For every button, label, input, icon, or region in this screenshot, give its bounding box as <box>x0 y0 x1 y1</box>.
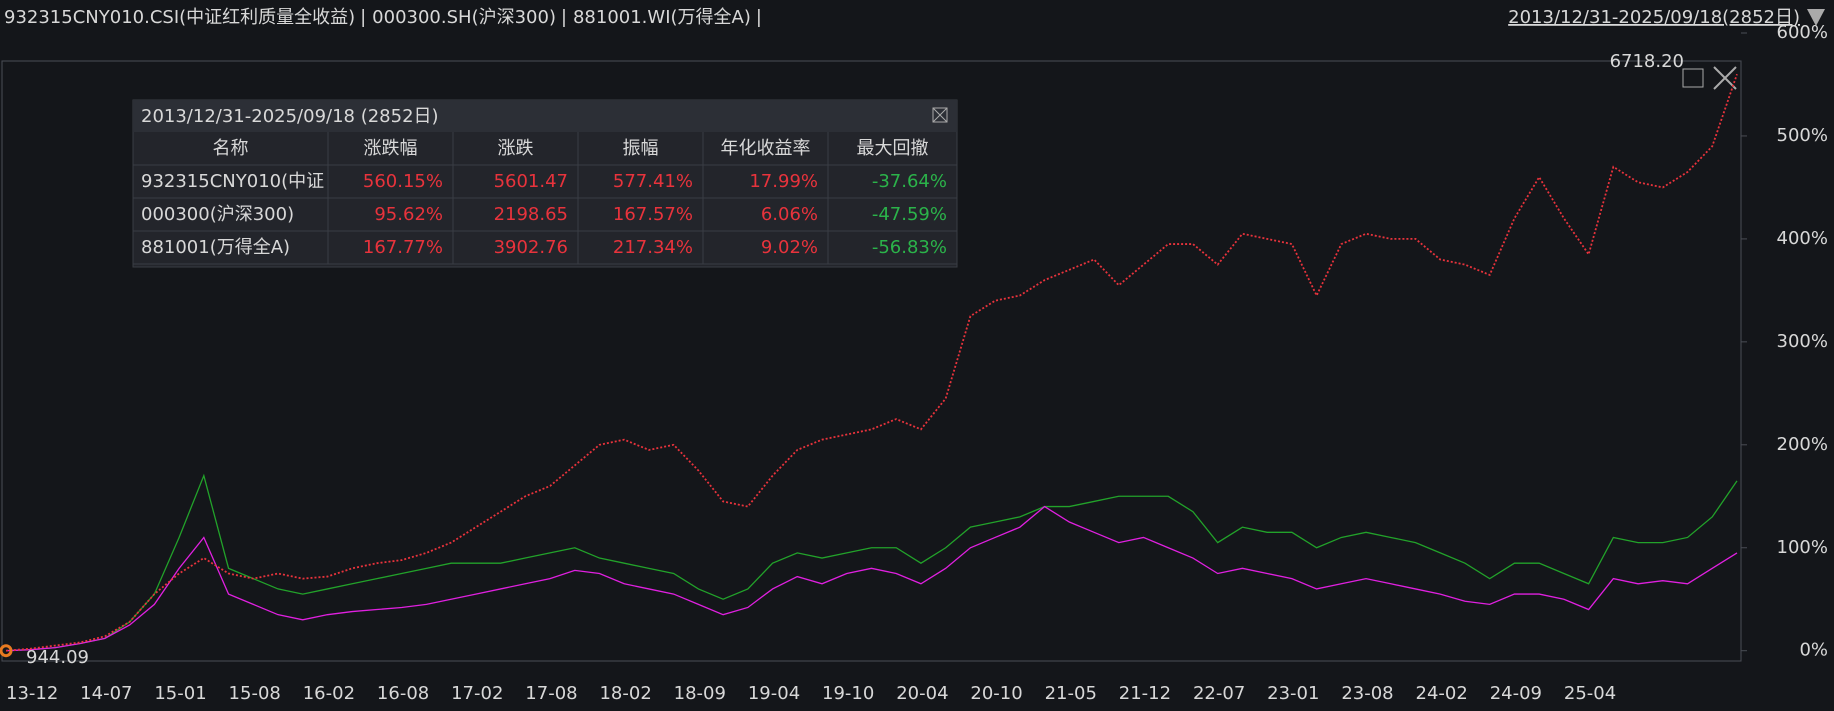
table-cell: 577.41% <box>613 171 693 192</box>
x-tick-label: 17-02 <box>451 683 503 704</box>
dropdown-arrow[interactable] <box>1807 9 1825 26</box>
x-tick-label: 21-12 <box>1119 683 1171 704</box>
table-cell: 217.34% <box>613 237 693 258</box>
table-close[interactable] <box>932 107 948 123</box>
column-header: 涨跌 <box>498 138 534 159</box>
range-label[interactable]: 2013/12/31-2025/09/18(2852日) <box>1508 7 1800 28</box>
column-header: 涨跌幅 <box>364 138 418 159</box>
column-header: 振幅 <box>623 138 659 159</box>
row-name: 881001(万得全A) <box>141 237 290 258</box>
y-tick-label: 0% <box>1799 640 1828 661</box>
table-cell: -37.64% <box>872 171 947 192</box>
table-cell: 560.15% <box>363 171 443 192</box>
x-tick-label: 22-07 <box>1193 683 1245 704</box>
table-close-x <box>932 107 948 123</box>
start-label: 944.09 <box>26 647 89 668</box>
table-cell: -47.59% <box>872 204 947 225</box>
legend-entry[interactable]: 932315CNY010.CSI(中证红利质量全收益) <box>4 7 355 28</box>
table-cell: 167.57% <box>613 204 693 225</box>
y-tick-label: 200% <box>1777 434 1828 455</box>
table-cell: 3902.76 <box>494 237 568 258</box>
row-name: 000300(沪深300) <box>141 204 294 225</box>
column-header: 最大回撤 <box>857 138 929 159</box>
column-header: 名称 <box>213 138 249 159</box>
x-tick-label: 19-04 <box>748 683 800 704</box>
y-tick-label: 100% <box>1777 537 1828 558</box>
x-tick-label: 25-04 <box>1564 683 1616 704</box>
x-tick-label: 18-02 <box>599 683 651 704</box>
table-cell: 167.77% <box>363 237 443 258</box>
x-tick-label: 17-08 <box>525 683 577 704</box>
x-tick-label: 14-07 <box>80 683 132 704</box>
table-cell: -56.83% <box>872 237 947 258</box>
start-marker <box>0 644 13 658</box>
maximize-icon[interactable] <box>1682 68 1704 88</box>
table-title: 2013/12/31-2025/09/18 (2852日) <box>141 106 439 127</box>
table-cell: 95.62% <box>374 204 443 225</box>
row-name: 932315CNY010(中证 <box>141 171 324 192</box>
x-tick-label: 16-08 <box>377 683 429 704</box>
x-tick-label: 23-08 <box>1341 683 1393 704</box>
column-header: 年化收益率 <box>721 138 811 159</box>
y-tick-label: 300% <box>1777 331 1828 352</box>
table-cell: 17.99% <box>749 171 818 192</box>
y-tick-label: 400% <box>1777 228 1828 249</box>
legend-entry[interactable]: 000300.SH(沪深300) <box>372 7 556 28</box>
x-tick-label: 24-09 <box>1490 683 1542 704</box>
stats-table: 2013/12/31-2025/09/18 (2852日) 名称 涨跌幅 涨跌 振幅 年化… <box>132 99 958 268</box>
legend-entry[interactable]: 881001.WI(万得全A) <box>573 7 751 28</box>
x-tick-label: 15-08 <box>229 683 281 704</box>
x-tick-label: 16-02 <box>303 683 355 704</box>
x-tick-label: 13-12 <box>6 683 58 704</box>
plot-frame <box>1 60 1742 662</box>
y-tick-label: 500% <box>1777 125 1828 146</box>
table-cell: 9.02% <box>761 237 818 258</box>
x-tick-label: 24-02 <box>1416 683 1468 704</box>
table-title-bar <box>133 100 957 132</box>
table-cell: 6.06% <box>761 204 818 225</box>
end-label: 6718.20 <box>1610 51 1684 72</box>
x-tick-label: 23-01 <box>1267 683 1319 704</box>
table-cell: 2198.65 <box>494 204 568 225</box>
series-line <box>5 505 1738 652</box>
series-line <box>5 73 1738 652</box>
y-tick-label: 600% <box>1777 22 1828 43</box>
series-line <box>5 473 1738 652</box>
x-tick-label: 21-05 <box>1045 683 1097 704</box>
x-tick-label: 20-10 <box>970 683 1022 704</box>
x-tick-label: 20-04 <box>896 683 948 704</box>
x-tick-label: 18-09 <box>674 683 726 704</box>
table-cell: 5601.47 <box>494 171 568 192</box>
x-tick-label: 15-01 <box>154 683 206 704</box>
x-tick-label: 19-10 <box>822 683 874 704</box>
